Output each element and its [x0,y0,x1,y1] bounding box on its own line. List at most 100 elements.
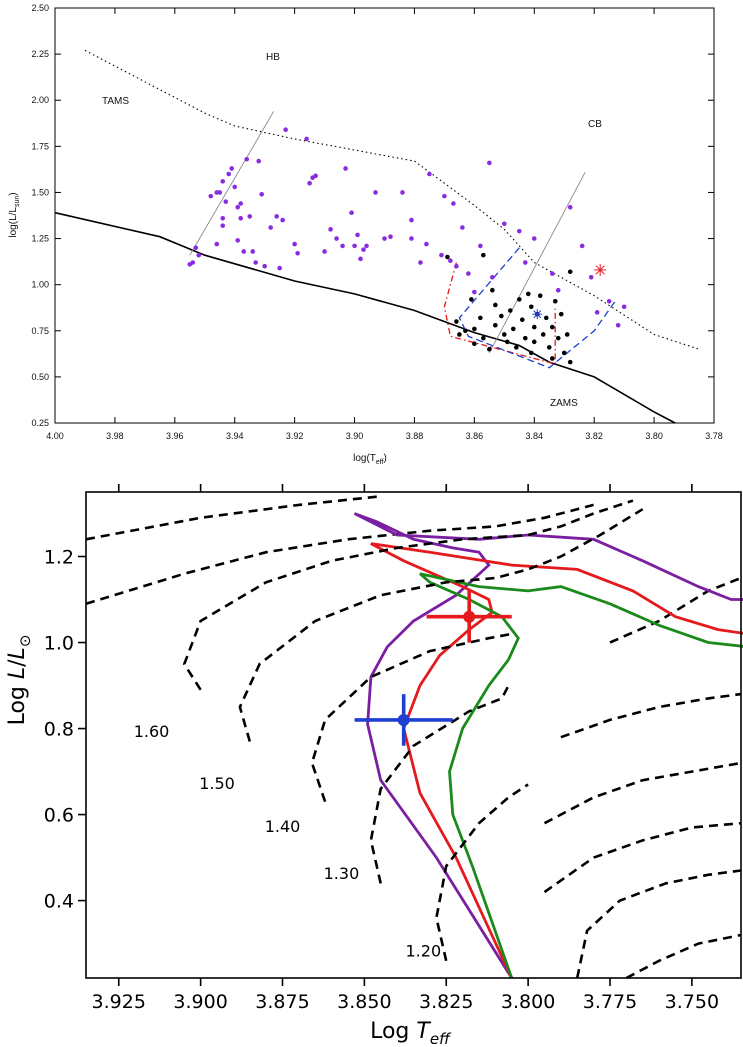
chart1-purple-point [235,204,241,210]
chart2-y-tick-label: 0.6 [44,805,74,827]
chart1-x-tick-label: 3.80 [645,431,663,441]
chart1-black-point [567,359,573,365]
chart2-blue-star-errorbar [354,694,453,746]
chart1-black-point [463,328,468,334]
chart1-black-point [508,308,513,313]
chart1-black-point [531,324,537,330]
chart1-purple-point [259,191,264,197]
chart1-purple-point [304,136,309,142]
chart1-purple-point [295,251,300,256]
chart1-purple-point [232,184,238,190]
chart2-mass-label: 1.30 [324,864,360,883]
chart1-purple-point [606,298,612,304]
chart1-x-tick-label: 3.94 [226,431,244,441]
chart1-annotation-zams: ZAMS [550,398,578,409]
chart1-purple-point [292,241,297,247]
chart1-purple-point [594,310,600,315]
chart1-purple-point [220,179,226,184]
chart1-black-point [555,335,561,341]
chart1-y-tick-label: 1.75 [31,141,49,151]
chart1-black-point [481,252,486,258]
chart1-black-point [564,332,570,337]
chart1-strip-red-line [443,262,556,365]
chart1-x-tick-label: 3.86 [466,431,484,441]
chart2-mass-label: 1.50 [199,774,235,793]
chart2-y-tick-label: 0.8 [44,719,74,741]
chart2-x-tick-label: 3.900 [173,991,227,1013]
chart1-purple-point [388,234,393,240]
chart2-red-track-line [370,542,743,979]
chart1-black-point [481,335,486,341]
chart1-strip-blue-line [458,247,616,369]
chart1-purple-point [466,271,471,276]
chart1-black-point [472,326,477,332]
chart1-purple-point [579,243,585,249]
chart1-purple-point [226,171,232,177]
chart1-y-tick-label: 2.50 [31,3,49,13]
chart1-purple-point [349,210,354,216]
chart1-annotation-tams: TAMS [102,96,129,107]
chart1-purple-point [307,180,312,186]
chart1-black-point [567,269,573,275]
chart1-purple-point [328,227,333,232]
chart2-x-label: Log Teff [370,1019,452,1047]
chart1-y-tick-label: 2.00 [31,95,49,105]
chart1-purple-point [268,225,273,230]
chart1-black-point [537,293,543,299]
chart2-isochrone-line [238,508,644,742]
chart1-purple-point [567,204,573,210]
chart1-purple-point [217,190,223,195]
chart1-x-tick-label: 3.98 [106,431,124,441]
chart1-purple-point [418,260,423,265]
chart1-black-point [543,315,549,321]
chart1-purple-point [516,228,522,234]
chart1-purple-point [621,304,627,310]
chart1-y-label: log(L/Lsun) [8,192,21,237]
chart1-x-tick-label: 3.78 [705,431,723,441]
chart1-purple-point [409,236,414,241]
chart1-purple-point [229,166,235,171]
chart1-purple-point [238,215,244,221]
chart1-y-tick-label: 0.50 [31,372,49,382]
chart1-purple-point [448,258,453,263]
chart1-annotation-cb: CB [588,119,602,130]
chart1-x-tick-label: 3.92 [286,431,304,441]
chart2-background-isochrone [543,761,742,825]
chart1-purple-point [235,238,241,243]
chart1-x-label: log(Teff) [353,453,387,466]
chart1-purple-point [400,190,405,195]
chart2-y-tick-label: 1.2 [44,547,74,569]
chart1-purple-point [454,263,459,269]
chart2-x-tick-label: 3.800 [501,991,555,1013]
chart2-background-isochrone [543,821,742,894]
chart2-isochrone-line [310,632,512,803]
chart2-isochrone-line [182,499,634,691]
chart1-purple-point [244,156,250,162]
chart1-black-point [522,335,528,341]
chart1-y-tick-label: 2.25 [31,49,49,59]
chart1-purple-point [409,217,414,223]
chart2-purple-track-line [353,512,743,979]
chart1-y-tick-label: 0.25 [31,418,49,428]
chart1-purple-point [280,217,285,223]
chart1-purple-point [427,171,432,177]
chart1-plot-frame [54,7,715,424]
chart1-x-tick-label: 3.90 [346,431,364,441]
chart1-purple-point [262,263,267,269]
chart1-black-point [528,350,534,356]
chart1-black-point [558,311,564,317]
chart1-black-point [549,324,555,330]
chart1-black-point [519,317,525,323]
chart1-purple-point [502,221,507,227]
chart1-purple-point [283,127,288,133]
chart1-purple-point [472,289,477,295]
chart1-purple-point [478,243,483,249]
chart2-x-tick-label: 3.925 [92,991,146,1013]
chart1-purple-point [193,245,199,251]
chart1-black-point [525,291,531,297]
chart2-isochrone-line [369,684,510,884]
chart1-black-point [511,326,516,332]
chart1-x-tick-label: 3.84 [526,431,544,441]
chart2-red-star-errorbar [426,590,512,643]
chart1-purple-point [439,252,444,258]
